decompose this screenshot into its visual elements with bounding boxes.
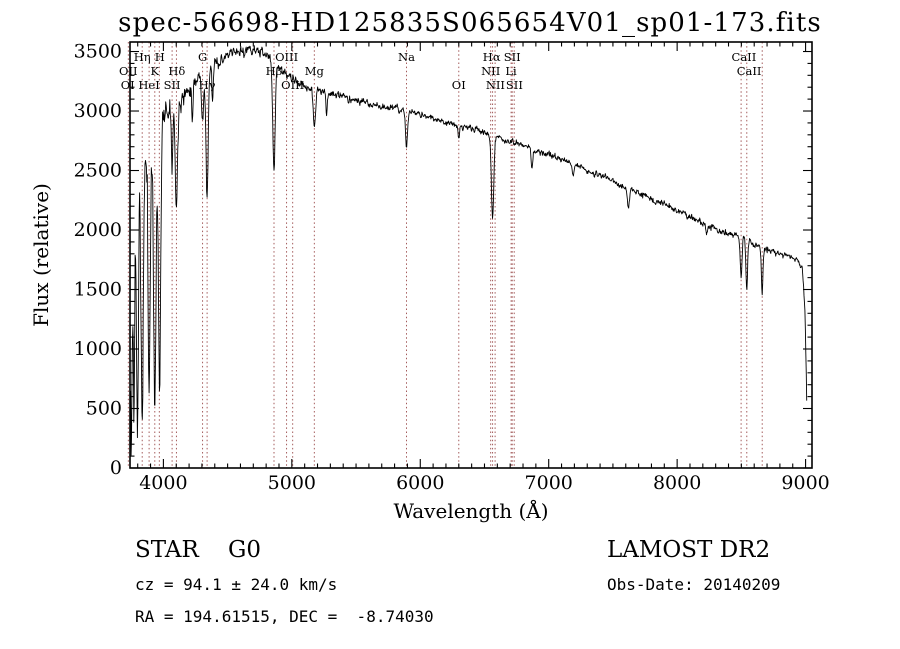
- spectral-line-label: SII: [504, 50, 521, 64]
- spectral-line-label: OIII: [281, 78, 304, 92]
- spectral-line-label: OII: [119, 64, 138, 78]
- spectral-line-label: Li: [505, 64, 517, 78]
- survey-release-label: LAMOST DR2: [607, 537, 770, 563]
- spectral-line-label: SII: [506, 78, 523, 92]
- spectral-line-label: Hη: [134, 50, 151, 64]
- spectral-line-label: SII: [164, 78, 181, 92]
- plot-frame: [129, 41, 813, 469]
- spectral-line-label: H: [155, 50, 165, 64]
- obs-date: Obs-Date: 20140209: [607, 575, 780, 594]
- spectral-line-label: CaII: [737, 64, 762, 78]
- spectral-line-label: OI: [121, 78, 135, 92]
- y-tick-label: 2000: [74, 219, 122, 241]
- spectral-line-label: HeI: [138, 78, 159, 92]
- cz-value: cz = 94.1 ± 24.0 km/s: [135, 575, 337, 594]
- spectrum-polyline: [130, 45, 808, 456]
- x-tick-label: 5000: [268, 472, 316, 494]
- x-tick-label: 4000: [139, 472, 187, 494]
- y-tick-label: 3500: [74, 41, 122, 63]
- spectral-line-label: NII: [481, 64, 500, 78]
- x-axis-label: Wavelength (Å): [393, 498, 548, 523]
- y-tick-label: 0: [110, 457, 122, 479]
- axes-group: 4000 5000 6000 7000 8000 9000 0 500 1000 1500 2000…: [74, 41, 830, 494]
- plot-title: spec-56698-HD125835S065654V01_sp01-173.f…: [118, 8, 822, 38]
- y-tick-label: 2500: [74, 160, 122, 182]
- spectral-line-label: Mg: [305, 64, 325, 78]
- spectral-line-label: Hβ: [266, 64, 283, 78]
- spectrum-trace-group: [130, 45, 808, 456]
- spectral-line-label: OI: [452, 78, 466, 92]
- spectral-line-markers-group: [127, 42, 763, 468]
- spectral-line-label: OIII: [275, 50, 298, 64]
- object-subclass: G0: [228, 537, 261, 563]
- x-tick-label: 8000: [653, 472, 701, 494]
- y-axis-label: Flux (relative): [29, 183, 53, 327]
- spectral-line-label: NII: [486, 78, 505, 92]
- ra-dec-value: RA = 194.61515, DEC = -8.74030: [135, 607, 434, 626]
- y-tick-label: 3000: [74, 100, 122, 122]
- object-classification: STAR: [135, 537, 199, 563]
- spectral-line-label: G: [198, 50, 207, 64]
- y-tick-label: 1000: [74, 338, 122, 360]
- x-tick-label: 9000: [781, 472, 829, 494]
- spectral-line-label: K: [151, 64, 160, 78]
- spectral-line-label: Hδ: [168, 64, 185, 78]
- x-tick-label: 7000: [525, 472, 573, 494]
- x-tick-label: 6000: [396, 472, 444, 494]
- spectral-line-label: Hγ: [199, 78, 216, 92]
- y-tick-label: 500: [86, 398, 122, 420]
- spectral-line-label: CaII: [732, 50, 757, 64]
- y-tick-label: 1500: [74, 279, 122, 301]
- spectral-line-label: Na: [398, 50, 415, 64]
- spectral-line-label: Hα: [483, 50, 501, 64]
